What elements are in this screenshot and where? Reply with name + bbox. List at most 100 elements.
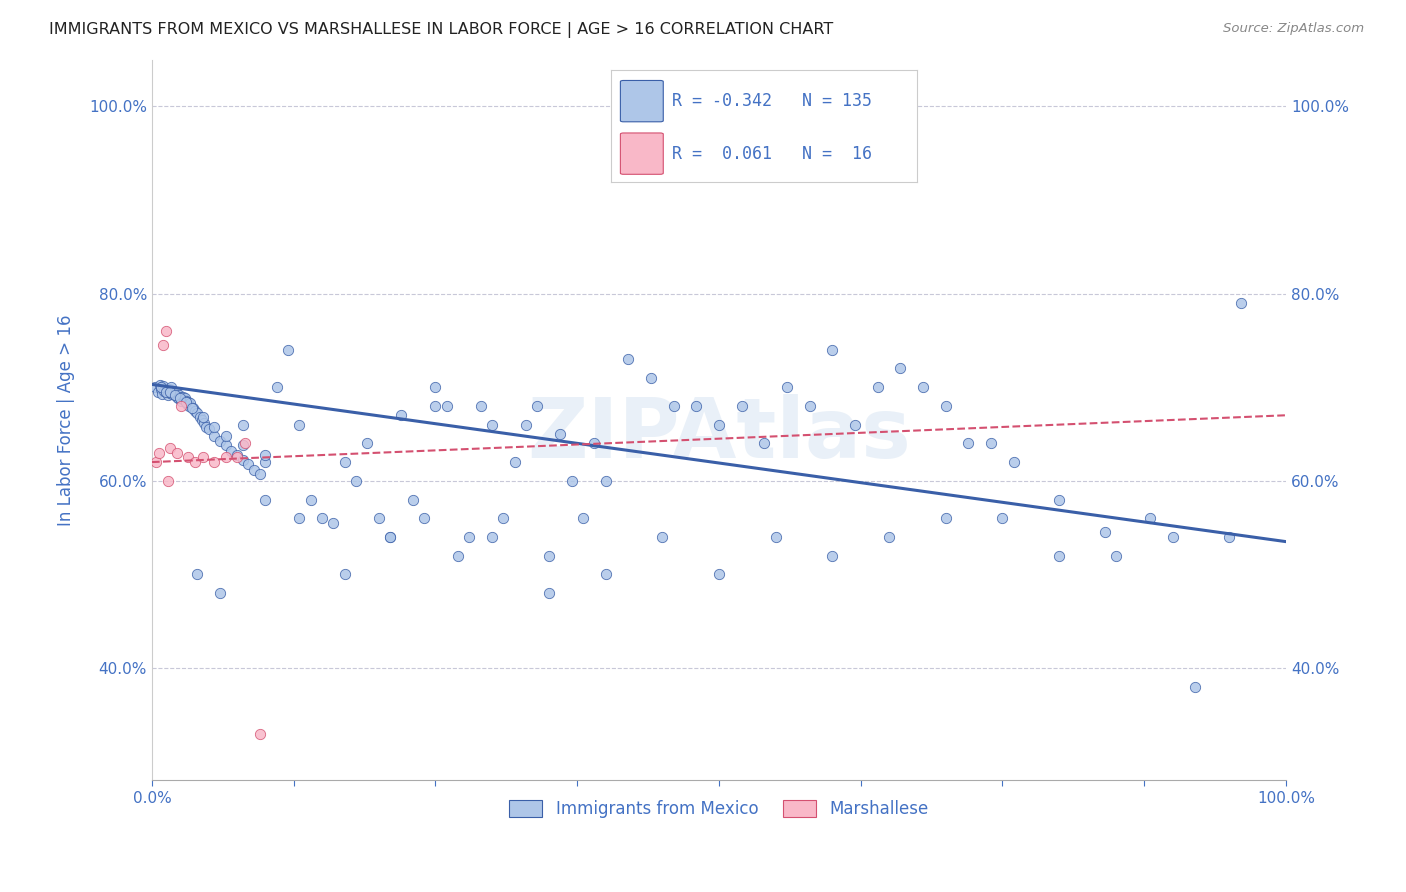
Point [191,413,214,427]
Point [980,436,1002,450]
Point [367,511,389,525]
Point [991,511,1014,525]
Point [170,394,193,409]
Point [221,443,243,458]
Point [152,379,174,393]
Point [157,382,180,396]
Point [156,387,179,401]
Point [866,380,889,394]
Point [799,399,821,413]
Point [537,549,560,563]
Point [159,384,181,399]
Point [344,474,367,488]
Point [202,455,225,469]
Point [707,417,730,432]
Point [537,586,560,600]
Point [299,492,322,507]
Point [179,396,201,410]
Point [191,410,214,425]
Point [249,726,271,740]
Point [311,511,333,525]
Point [595,474,617,488]
Point [333,567,356,582]
Point [159,441,181,455]
Point [170,399,193,413]
Point [425,380,447,394]
Point [145,455,167,469]
Point [149,378,172,392]
Point [572,511,595,525]
Point [935,511,957,525]
Legend: Immigrants from Mexico, Marshallese: Immigrants from Mexico, Marshallese [501,791,938,826]
Point [707,567,730,582]
Point [226,450,249,465]
Point [1139,511,1161,525]
Point [288,511,311,525]
Point [1047,492,1070,507]
Point [243,462,266,476]
Point [173,392,195,406]
Point [150,380,173,394]
Point [148,446,170,460]
Point [254,455,277,469]
Point [560,474,582,488]
Point [254,492,277,507]
Point [957,436,980,450]
Point [165,384,187,399]
Point [186,567,208,582]
Point [156,474,179,488]
Point [162,386,184,401]
Point [1229,296,1251,310]
Point [163,387,186,401]
Point [685,399,707,413]
Point [153,384,176,398]
Point [186,406,208,420]
Y-axis label: In Labor Force | Age > 16: In Labor Force | Age > 16 [58,314,75,525]
Point [160,380,183,394]
Point [188,410,211,425]
Point [150,382,173,396]
Text: IMMIGRANTS FROM MEXICO VS MARSHALLESE IN LABOR FORCE | AGE > 16 CORRELATION CHAR: IMMIGRANTS FROM MEXICO VS MARSHALLESE IN… [49,22,834,38]
Point [595,567,617,582]
Point [526,399,548,413]
Point [1161,530,1184,544]
Point [754,436,776,450]
Point [159,385,181,400]
Point [1094,525,1116,540]
Point [184,403,207,417]
Point [163,387,186,401]
Point [413,511,436,525]
Text: Source: ZipAtlas.com: Source: ZipAtlas.com [1223,22,1364,36]
Point [254,448,277,462]
Point [232,438,254,452]
Point [617,352,640,367]
Point [492,511,515,525]
Point [249,467,271,482]
Point [214,450,236,465]
Point [844,417,866,432]
Point [238,457,260,471]
Point [935,399,957,413]
Point [226,448,249,462]
Point [402,492,425,507]
Point [202,419,225,434]
Point [172,390,194,404]
Point [776,380,799,394]
Point [232,453,254,467]
Point [195,419,218,434]
Point [458,530,481,544]
Point [169,392,191,406]
Point [166,446,188,460]
Point [378,530,401,544]
Point [821,549,844,563]
Point [378,530,401,544]
Text: ZIPAtlas: ZIPAtlas [527,394,911,475]
Point [288,417,311,432]
Point [162,384,184,398]
Point [214,438,236,452]
Point [193,416,215,430]
Point [169,391,191,405]
Point [548,427,571,442]
Point [156,383,179,397]
Point [150,386,173,401]
